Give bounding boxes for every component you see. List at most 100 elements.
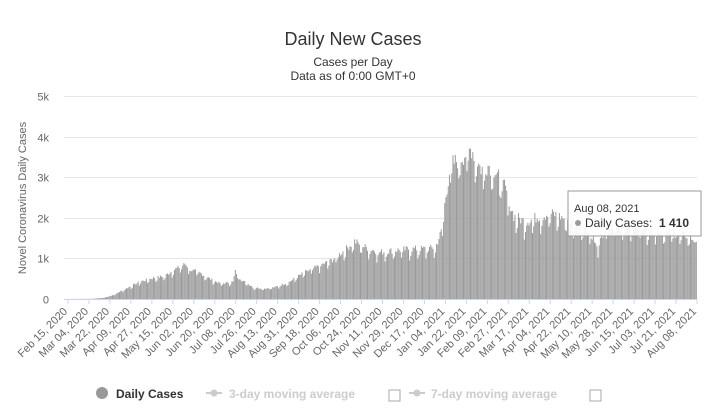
bar[interactable] (322, 263, 324, 299)
bar[interactable] (625, 228, 627, 299)
bar[interactable] (549, 223, 551, 299)
bar[interactable] (281, 283, 283, 299)
bar[interactable] (294, 281, 296, 299)
bar[interactable] (543, 217, 545, 299)
bar[interactable] (425, 258, 427, 299)
bar[interactable] (595, 243, 597, 299)
bar[interactable] (155, 281, 157, 299)
bar[interactable] (212, 284, 214, 299)
bar[interactable] (693, 242, 695, 299)
bar[interactable] (445, 197, 447, 299)
bar[interactable] (529, 222, 531, 299)
bar[interactable] (205, 279, 207, 299)
bar[interactable] (305, 270, 307, 299)
bar[interactable] (496, 172, 498, 299)
bar[interactable] (189, 270, 191, 299)
bar[interactable] (193, 269, 195, 299)
bar[interactable] (295, 279, 297, 299)
bar[interactable] (258, 288, 260, 299)
bar[interactable] (616, 224, 618, 299)
bar[interactable] (333, 259, 335, 299)
bar[interactable] (221, 284, 223, 299)
bar[interactable] (196, 275, 198, 299)
bar[interactable] (176, 267, 178, 299)
bar[interactable] (185, 265, 187, 299)
bar[interactable] (234, 269, 236, 299)
bar[interactable] (377, 255, 379, 299)
bar[interactable] (439, 231, 441, 299)
bar[interactable] (264, 288, 266, 299)
bar[interactable] (316, 265, 318, 299)
bar[interactable] (290, 280, 292, 299)
bar[interactable] (312, 270, 314, 299)
bar[interactable] (306, 270, 308, 299)
bar[interactable] (424, 247, 426, 299)
bar[interactable] (156, 280, 158, 299)
bar[interactable] (350, 246, 352, 299)
bars-daily-cases[interactable] (65, 148, 697, 299)
bar[interactable] (457, 168, 459, 299)
bar[interactable] (172, 274, 174, 299)
bar[interactable] (188, 274, 190, 299)
bar[interactable] (434, 252, 436, 299)
bar[interactable] (233, 276, 235, 299)
bar[interactable] (452, 155, 454, 299)
bar[interactable] (626, 230, 628, 299)
bar[interactable] (388, 253, 390, 299)
bar[interactable] (565, 231, 567, 299)
bar[interactable] (492, 188, 494, 299)
bar[interactable] (197, 273, 199, 299)
bar[interactable] (430, 244, 432, 299)
bar[interactable] (202, 276, 204, 299)
bar[interactable] (164, 278, 166, 299)
bar[interactable] (426, 252, 428, 299)
bar[interactable] (495, 174, 497, 299)
bar[interactable] (360, 252, 362, 299)
bar[interactable] (279, 287, 281, 299)
bar[interactable] (140, 283, 142, 299)
bar[interactable] (474, 182, 476, 299)
bar[interactable] (444, 203, 446, 299)
bar[interactable] (114, 295, 116, 299)
bar[interactable] (342, 251, 344, 299)
bar[interactable] (611, 224, 613, 299)
bar[interactable] (451, 173, 453, 299)
bar[interactable] (127, 288, 129, 299)
bar[interactable] (320, 266, 322, 299)
bar[interactable] (314, 265, 316, 299)
bar[interactable] (245, 284, 247, 299)
bar[interactable] (405, 246, 407, 299)
bar[interactable] (603, 234, 605, 299)
bar[interactable] (296, 277, 298, 299)
bar[interactable] (142, 280, 144, 299)
bar[interactable] (287, 285, 289, 299)
bar[interactable] (268, 288, 270, 299)
bar[interactable] (620, 225, 622, 299)
bar[interactable] (376, 262, 378, 299)
bar[interactable] (157, 275, 159, 299)
bar[interactable] (687, 245, 689, 299)
bar[interactable] (130, 288, 132, 299)
bar[interactable] (391, 253, 393, 299)
bar[interactable] (361, 252, 363, 299)
bar[interactable] (638, 236, 640, 299)
bar[interactable] (165, 273, 167, 299)
bar[interactable] (594, 242, 596, 299)
bar[interactable] (409, 260, 411, 299)
bar[interactable] (219, 283, 221, 299)
bar[interactable] (589, 243, 591, 299)
bar[interactable] (308, 270, 310, 299)
bar[interactable] (550, 213, 552, 299)
bar[interactable] (610, 228, 612, 299)
bar[interactable] (672, 238, 674, 299)
bar[interactable] (427, 250, 429, 299)
bar[interactable] (338, 253, 340, 299)
bar[interactable] (534, 213, 536, 299)
bar[interactable] (293, 277, 295, 299)
bar[interactable] (323, 264, 325, 299)
bar[interactable] (335, 262, 337, 299)
bar[interactable] (271, 288, 273, 299)
bar[interactable] (567, 219, 569, 299)
bar[interactable] (606, 234, 608, 299)
bar[interactable] (682, 230, 684, 299)
